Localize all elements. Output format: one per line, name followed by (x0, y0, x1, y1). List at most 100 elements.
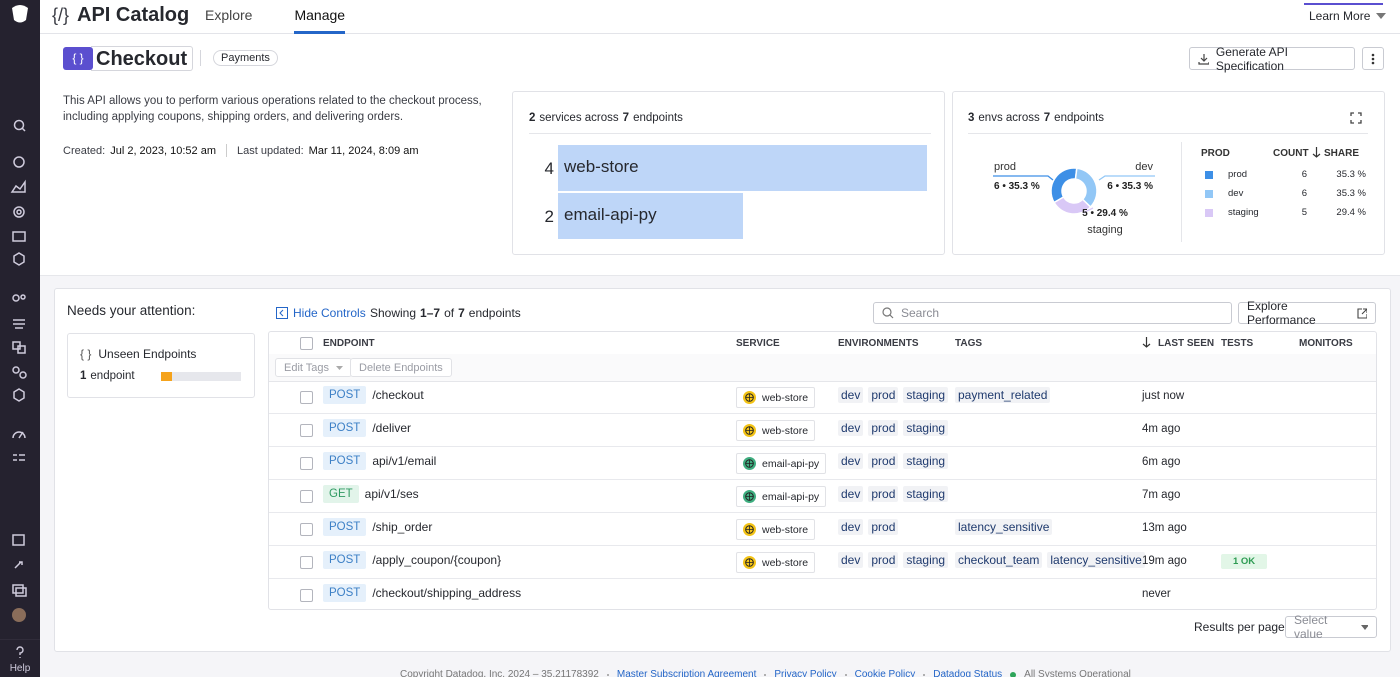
row-checkbox[interactable] (300, 391, 313, 404)
callout-name: dev (1135, 161, 1153, 173)
panel-icon (276, 307, 288, 319)
env-pill[interactable]: staging (903, 420, 949, 436)
table-row[interactable]: POST/checkout web-store dev prod staging paym… (269, 381, 1376, 414)
edit-tags[interactable]: Edit Tags (275, 358, 353, 377)
header-checkbox[interactable] (300, 337, 313, 350)
callout-line (1082, 207, 1094, 214)
service-name: web-store (762, 424, 809, 437)
endpoint: POST/apply_coupon/{coupon} (323, 551, 501, 569)
env-pill[interactable]: prod (868, 552, 899, 568)
service-icon (743, 424, 756, 437)
row-checkbox[interactable] (300, 490, 313, 503)
hide-controls[interactable]: Hide Controls (276, 306, 366, 320)
column-header[interactable]: SERVICE (736, 338, 780, 349)
unit: endpoint (90, 370, 135, 382)
row-checkbox[interactable] (300, 523, 313, 536)
footer-link[interactable]: Cookie Policy (854, 669, 916, 677)
tag-pill[interactable]: payment_related (955, 387, 1051, 403)
callout-value: 5 • 29.4 % (1082, 208, 1128, 219)
method-badge: POST (323, 452, 367, 470)
env-pill[interactable]: dev (838, 519, 864, 535)
generate-button[interactable]: Generate API Specification (1189, 45, 1355, 73)
row-checkbox[interactable] (300, 556, 313, 569)
table-row[interactable]: POST/ship_order web-store dev prod latency_s… (269, 513, 1376, 546)
env-pill[interactable]: prod (868, 453, 899, 469)
nav-icon: {/} (52, 5, 70, 25)
row-checkbox[interactable] (300, 457, 313, 470)
tags: payment_related (955, 387, 1051, 403)
external-icon (1357, 307, 1367, 319)
tag-pill[interactable]: checkout_team (955, 552, 1043, 568)
delete-label: Delete Endpoints (359, 361, 443, 374)
tag-pill[interactable]: latency_sensitive (1047, 552, 1145, 568)
more-button[interactable] (1362, 47, 1384, 70)
column-header[interactable]: MONITORS (1299, 338, 1353, 349)
env-pill[interactable]: staging (903, 387, 949, 403)
footer-dot (923, 673, 926, 676)
env-pill[interactable]: prod (868, 387, 899, 403)
service-pill[interactable]: email-api-py (736, 453, 827, 474)
env-pill[interactable]: prod (868, 519, 899, 535)
column-header[interactable]: LAST SEEN (1158, 338, 1215, 349)
footer-link[interactable]: Master Subscription Agreement (616, 669, 757, 677)
nav-tabs: Explore Manage (205, 0, 346, 34)
endpoint-path: /checkout/shipping_address (372, 586, 522, 600)
row-checkbox[interactable] (300, 589, 313, 602)
env-pill[interactable]: staging (903, 453, 949, 469)
env-pill[interactable]: prod (868, 420, 899, 436)
endpoint-path: /ship_order (372, 520, 433, 534)
footer-link[interactable]: Datadog Status (933, 669, 1003, 677)
team-pill[interactable]: Payments (213, 50, 278, 66)
env-pill[interactable]: dev (838, 387, 864, 403)
delete-endpoints[interactable]: Delete Endpoints (350, 358, 452, 377)
footer-link[interactable]: Privacy Policy (774, 669, 837, 677)
table-row[interactable]: POST/deliver web-store dev prod staging 4m ag… (269, 414, 1376, 447)
learn-more[interactable]: Learn More (1309, 9, 1387, 23)
results-label: Results per page: (1194, 620, 1289, 634)
summary-text: services across (539, 112, 619, 124)
explore-performance[interactable]: Explore Performance (1238, 299, 1376, 327)
bar (558, 145, 927, 191)
endpoint-path: /deliver (372, 421, 411, 435)
table-row[interactable]: POST api/v1/email email-api-py dev prod stagi… (269, 447, 1376, 480)
search-box[interactable]: Search (873, 302, 1232, 324)
nav-tab[interactable]: Manage (294, 0, 346, 34)
donut-slice (1074, 167, 1098, 209)
env-pill[interactable]: dev (838, 453, 864, 469)
endpoint: POST/deliver (323, 419, 411, 437)
service-pill[interactable]: email-api-py (736, 486, 827, 507)
column-header[interactable]: ENVIRONMENTS (838, 338, 919, 349)
env-pill[interactable]: staging (903, 552, 949, 568)
tests-badge[interactable]: 1 OK (1221, 554, 1268, 569)
service-pill[interactable]: web-store (736, 387, 816, 408)
results-select[interactable]: Select value (1285, 613, 1377, 641)
search-placeholder: Search (901, 306, 940, 320)
service-pill[interactable]: web-store (736, 552, 816, 573)
footer-dot (844, 673, 847, 676)
column-header[interactable]: TAGS (955, 338, 983, 349)
expand-icon[interactable] (1350, 112, 1362, 124)
service-pill[interactable]: web-store (736, 420, 816, 441)
envs-count: 3 (968, 112, 975, 124)
envs-summary: 3 envs across 7 endpoints (968, 112, 1104, 124)
attention-card[interactable]: { } Unseen Endpoints 1 endpoint (67, 333, 255, 398)
environments: dev prod staging (838, 486, 949, 502)
env-pill[interactable]: staging (903, 486, 949, 502)
tag-pill[interactable]: latency_sensitive (955, 519, 1053, 535)
service-pill[interactable]: web-store (736, 519, 816, 540)
column-header[interactable]: ENDPOINT (323, 338, 375, 349)
table-row[interactable]: POST/checkout/shipping_address never (269, 579, 1376, 609)
nav-tab[interactable]: Explore (205, 7, 253, 23)
env-pill[interactable]: dev (838, 552, 864, 568)
row-checkbox[interactable] (300, 424, 313, 437)
env-pill[interactable]: dev (838, 486, 864, 502)
help-label[interactable]: Help (9, 663, 31, 674)
env-pill[interactable]: prod (868, 486, 899, 502)
table-row[interactable]: GET api/v1/ses email-api-py dev prod staging 7… (269, 480, 1376, 513)
env-pill[interactable]: dev (838, 420, 864, 436)
column-header[interactable]: TESTS (1221, 338, 1254, 349)
unseen-track (161, 372, 241, 381)
endpoint-path: api/v1/email (372, 454, 437, 468)
service-icon (743, 490, 756, 503)
table-row[interactable]: POST/apply_coupon/{coupon} web-store dev pr… (269, 546, 1376, 579)
